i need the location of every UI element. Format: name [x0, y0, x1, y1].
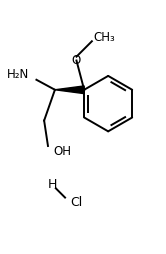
Text: OH: OH — [53, 145, 71, 158]
Text: O: O — [72, 54, 81, 67]
Text: CH₃: CH₃ — [93, 31, 115, 44]
Polygon shape — [55, 86, 84, 94]
Text: H: H — [47, 178, 57, 191]
Text: H₂N: H₂N — [6, 68, 29, 81]
Text: Cl: Cl — [70, 196, 83, 210]
